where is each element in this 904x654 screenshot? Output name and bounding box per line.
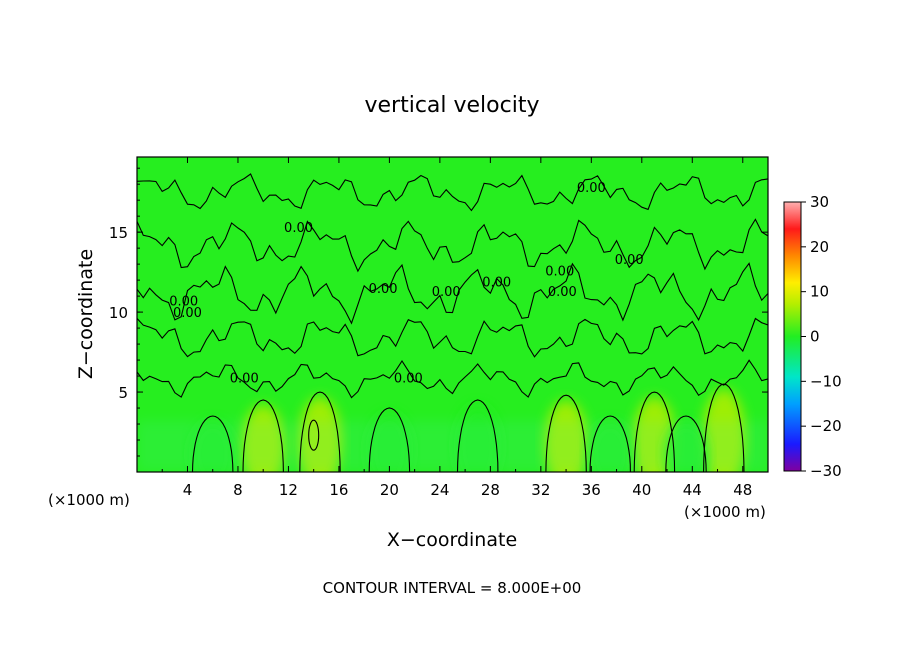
contour-label: 0.00 bbox=[369, 282, 398, 297]
colorbar: 30 20 10 0 −10 −20 −30 bbox=[783, 193, 842, 480]
x-tick-label: 4 bbox=[183, 481, 193, 499]
x-tick-label: 12 bbox=[279, 481, 298, 499]
zero-contour bbox=[137, 173, 768, 212]
x-tick-label: 32 bbox=[531, 481, 550, 499]
x-unit-right: (×1000 m) bbox=[684, 503, 766, 521]
x-tick-label: 24 bbox=[430, 481, 449, 499]
x-tick-label: 16 bbox=[329, 481, 348, 499]
updraft-contour bbox=[299, 391, 341, 472]
contour-label: 0.00 bbox=[432, 285, 461, 300]
updraft-core-contour bbox=[308, 419, 320, 451]
colorbar-tick-label: −10 bbox=[810, 372, 842, 390]
updraft-contour bbox=[703, 383, 745, 472]
colorbar-tick-label: −20 bbox=[810, 417, 842, 435]
contour-label: 0.00 bbox=[173, 306, 202, 321]
zero-contour bbox=[137, 317, 768, 358]
updraft-contour bbox=[545, 394, 587, 472]
downdraft-contour bbox=[665, 415, 707, 472]
contour-label: 0.00 bbox=[545, 264, 574, 279]
x-tick-label: 36 bbox=[582, 481, 601, 499]
plot-area: 0.000.00 0.000.000.000.000.000.00 0.000.00… bbox=[109, 156, 769, 499]
updraft-contour bbox=[242, 399, 284, 472]
contour-label: 0.00 bbox=[230, 371, 259, 386]
y-tick-label: 10 bbox=[109, 304, 128, 322]
plot-frame bbox=[136, 156, 769, 473]
colorbar-tick-label: 20 bbox=[810, 238, 829, 256]
x-tick-label: 48 bbox=[733, 481, 752, 499]
x-tick-label: 44 bbox=[683, 481, 702, 499]
downdraft-contour bbox=[368, 407, 411, 472]
x-tick-label: 20 bbox=[380, 481, 399, 499]
chart-title: vertical velocity bbox=[364, 93, 539, 118]
zero-contour bbox=[137, 262, 768, 325]
contour-label: 0.00 bbox=[394, 371, 423, 386]
y-tick-label: 15 bbox=[109, 224, 128, 242]
contour-label: 0.00 bbox=[169, 295, 198, 310]
x-axis-label: X−coordinate bbox=[387, 529, 517, 551]
contour-interval-note: CONTOUR INTERVAL = 8.000E+00 bbox=[323, 579, 582, 597]
low-level-band bbox=[137, 420, 768, 472]
x-tick-label: 8 bbox=[233, 481, 243, 499]
colorbar-tick-label: 30 bbox=[810, 193, 829, 211]
colorbar-gradient bbox=[783, 201, 802, 472]
y-axis-label: Z−coordinate bbox=[75, 249, 97, 379]
zero-contour bbox=[137, 359, 768, 399]
colorbar-tick-label: 10 bbox=[810, 283, 829, 301]
contour-label: 0.00 bbox=[615, 253, 644, 268]
colorbar-tick-label: −30 bbox=[810, 462, 842, 480]
downdraft-contour bbox=[191, 415, 234, 472]
x-unit-left: (×1000 m) bbox=[48, 491, 130, 509]
x-tick-label: 40 bbox=[632, 481, 651, 499]
contour-label: 0.00 bbox=[548, 285, 577, 300]
colorbar-tick-label: 0 bbox=[810, 328, 820, 346]
y-tick-label: 5 bbox=[118, 384, 128, 402]
contour-label: 0.00 bbox=[482, 276, 511, 291]
contour-label: 0.00 bbox=[577, 181, 606, 196]
x-tick-label: 28 bbox=[481, 481, 500, 499]
zero-contour bbox=[137, 218, 768, 273]
downdraft-contour bbox=[589, 415, 631, 472]
contour-label: 0.00 bbox=[284, 221, 313, 236]
updraft-contour bbox=[456, 399, 499, 472]
